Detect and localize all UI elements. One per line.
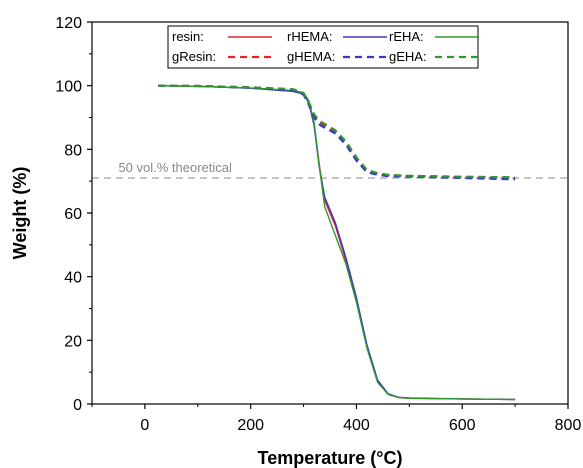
- x-axis-title: Temperature (°C): [258, 448, 403, 468]
- series-line: [158, 85, 516, 401]
- legend-label: gHEMA:: [287, 49, 335, 64]
- x-tick-label: 800: [555, 417, 582, 434]
- legend-label: gEHA:: [389, 49, 427, 64]
- series-layer: [158, 84, 516, 401]
- legend-label: rHEMA:: [287, 29, 333, 44]
- y-tick-label: 80: [64, 142, 82, 159]
- y-tick-label: 40: [64, 270, 82, 287]
- y-tick-label: 120: [55, 15, 82, 32]
- y-tick-label: 20: [64, 333, 82, 350]
- legend-label: resin:: [172, 29, 204, 44]
- y-tick-label: 0: [73, 397, 82, 414]
- y-axis-title: Weight (%): [10, 167, 30, 260]
- x-tick-label: 400: [343, 417, 370, 434]
- legend-label: gResin:: [172, 49, 216, 64]
- x-tick-label: 600: [449, 417, 476, 434]
- y-tick-label: 60: [64, 206, 82, 223]
- series-line: [158, 85, 516, 401]
- legend-box: [167, 25, 479, 69]
- legend-label: rEHA:: [389, 29, 424, 44]
- ticks-layer: 0 200 400 600 800 0 20 40 60 80 100 120: [55, 15, 581, 434]
- x-tick-label: 0: [140, 417, 149, 434]
- x-tick-label: 200: [237, 417, 264, 434]
- legend: resin: rHEMA: rEHA: gResin: gHEMA: gEHA:: [167, 25, 479, 69]
- y-tick-label: 100: [55, 79, 82, 96]
- series-line: [158, 84, 516, 181]
- reference-label: 50 vol.% theoretical: [118, 160, 232, 175]
- series-line: [158, 85, 516, 401]
- reference-layer: 50 vol.% theoretical: [92, 160, 568, 179]
